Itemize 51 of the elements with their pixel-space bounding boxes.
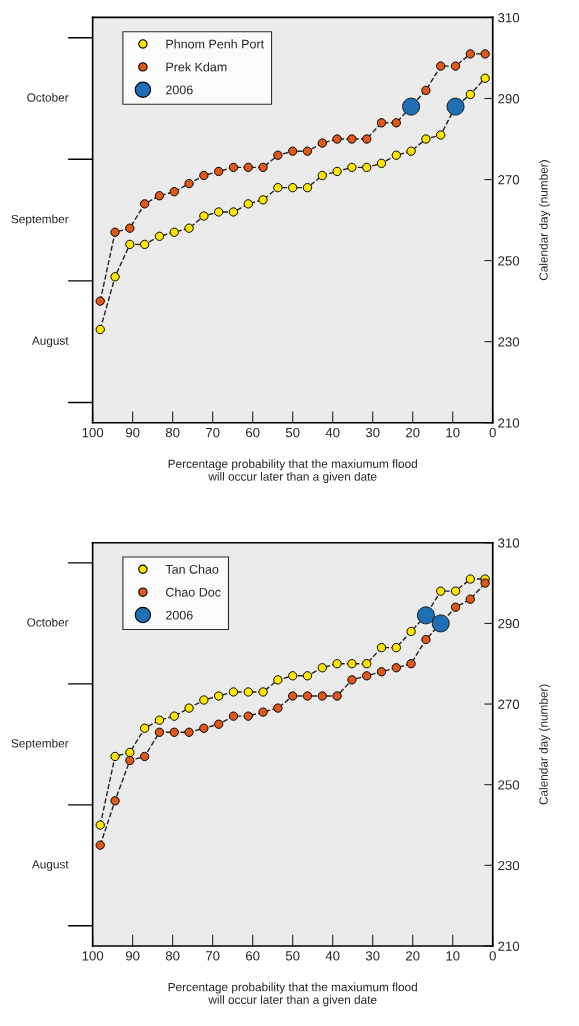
- legend-label: Prek Kdam: [166, 62, 227, 72]
- legend-label: Phnom Penh Port: [166, 39, 264, 49]
- x-tick-label: 10: [446, 427, 460, 438]
- x-tick-label: 0: [489, 427, 496, 438]
- y-axis-title: Calendar day (number): [539, 684, 551, 805]
- y-tick-label: 310: [498, 13, 520, 23]
- legend-label: 2006: [166, 610, 193, 620]
- x-tick-label: 70: [206, 951, 220, 961]
- x-tick-label: 50: [285, 427, 300, 438]
- x-axis-title: Percentage probability that the maxiumum flood will occur later than a given date: [168, 982, 417, 1007]
- text: August: [31, 860, 69, 871]
- x-tick-label: 80: [165, 951, 180, 961]
- x-tick-label: 50: [285, 951, 300, 961]
- legend-label: Tan Chao: [165, 564, 219, 574]
- y-tick-label: 230: [498, 860, 520, 871]
- y-tick-label: 290: [498, 94, 520, 104]
- x-tick-label: 100: [82, 427, 104, 438]
- x-tick-label: 90: [125, 427, 140, 438]
- point: [431, 614, 450, 633]
- y-tick-label: 310: [498, 538, 520, 548]
- x-tick-label: 90: [125, 951, 140, 961]
- x-tick-label: 60: [246, 427, 260, 438]
- x-tick-label: 40: [325, 951, 340, 961]
- y-tick-label: 210: [498, 418, 520, 428]
- x-tick-label: 20: [406, 427, 420, 438]
- x-tick-label: 30: [365, 951, 380, 961]
- legend-label: Chao Doc: [166, 587, 221, 597]
- x-tick-label: 70: [206, 427, 220, 438]
- text: September: [11, 738, 69, 750]
- y-tick-label: 230: [498, 337, 520, 347]
- x-tick-label: 20: [406, 951, 420, 961]
- x-tick-label: 40: [325, 427, 340, 438]
- y-axis-title: Calendar day (number): [539, 160, 551, 281]
- y-tick-label: 250: [498, 780, 520, 790]
- x-tick-label: 10: [446, 951, 460, 961]
- x-axis-title: Percentage probability that the maxiumum flood will occur later than a given date: [168, 459, 417, 484]
- y-tick-label: 270: [498, 175, 520, 185]
- text: October: [27, 92, 69, 102]
- y-tick-label: 210: [498, 941, 520, 951]
- text: October: [27, 617, 69, 627]
- x-tick-label: 100: [82, 951, 104, 961]
- text: September: [11, 214, 69, 226]
- x-tick-label: 80: [165, 427, 180, 438]
- x-tick-label: 60: [246, 951, 260, 961]
- y-tick-label: 250: [498, 256, 520, 266]
- legend-label: 2006: [166, 85, 193, 95]
- x-tick-label: 0: [489, 951, 496, 961]
- x-tick-label: 30: [365, 427, 380, 438]
- y-tick-label: 290: [498, 618, 520, 629]
- y-tick-label: 270: [498, 699, 520, 709]
- text: August: [31, 336, 69, 348]
